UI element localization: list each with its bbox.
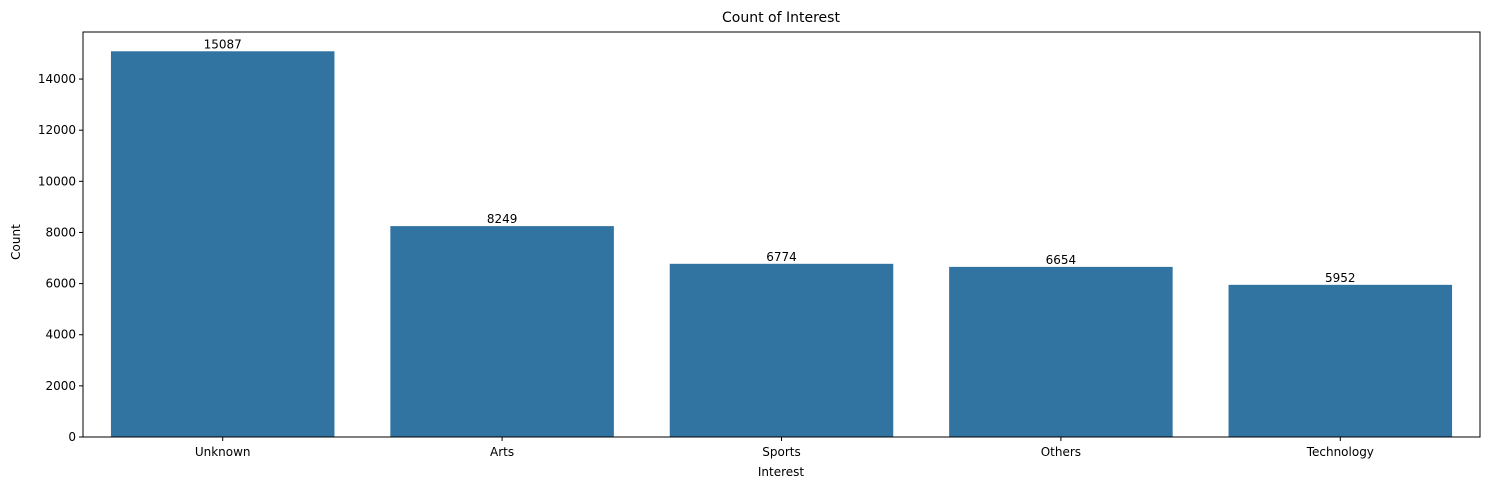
- data-label-others: 6654: [1046, 253, 1077, 267]
- plot-frame: [82, 31, 1481, 438]
- x-axis-label: Interest: [758, 465, 805, 479]
- x-tick-label-technology: Technology: [1306, 445, 1374, 459]
- x-tick-label-unknown: Unknown: [195, 445, 251, 459]
- data-label-sports: 6774: [766, 250, 797, 264]
- y-tick-label: 4000: [45, 328, 76, 342]
- bar-arts: [390, 226, 614, 437]
- y-tick-label: 2000: [45, 379, 76, 393]
- bar-others: [949, 266, 1173, 437]
- y-tick-label: 12000: [38, 123, 76, 137]
- y-tick-label: 14000: [38, 72, 76, 86]
- y-tick-label: 0: [68, 430, 76, 444]
- y-axis-label: Count: [9, 224, 23, 260]
- bar-unknown: [110, 51, 335, 437]
- data-label-arts: 8249: [487, 212, 518, 226]
- x-tick-label-others: Others: [1041, 445, 1081, 459]
- data-label-technology: 5952: [1325, 271, 1356, 285]
- chart-title: Count of Interest: [722, 10, 840, 26]
- data-label-unknown: 15087: [204, 37, 242, 51]
- y-tick-label: 8000: [45, 225, 76, 239]
- y-tick-label: 10000: [38, 174, 76, 188]
- x-tick-label-sports: Sports: [762, 445, 800, 459]
- x-tick-label-arts: Arts: [490, 445, 514, 459]
- y-tick-label: 6000: [45, 277, 76, 291]
- bar-sports: [669, 263, 894, 437]
- bar-technology: [1228, 284, 1453, 437]
- plot-area: 15087 Unknown 8249 Arts 6774 Sports 6654 Others…: [38, 31, 1481, 459]
